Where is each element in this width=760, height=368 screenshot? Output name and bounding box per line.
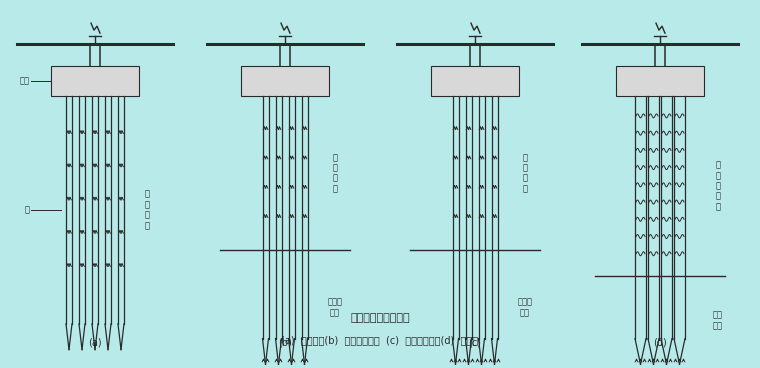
Text: (c): (c) [468,337,482,347]
Text: 承台: 承台 [20,77,30,85]
Text: 软
弱
土
层: 软 弱 土 层 [333,153,337,193]
Text: 软
弱
土
层: 软 弱 土 层 [523,153,527,193]
Text: (a): (a) [88,337,102,347]
Bar [616,66,704,96]
Bar [51,66,139,96]
Text: 软
弱
土
层: 软 弱 土 层 [144,190,150,230]
Text: (d): (d) [653,337,667,347]
Text: (b): (b) [278,337,292,347]
Text: (a)  摩擦桩；(b)  端承摩擦桩；  (c)  摩擦端承桩；(d)  端承桩: (a) 摩擦桩；(b) 端承摩擦桩； (c) 摩擦端承桩；(d) 端承桩 [281,335,479,346]
Text: 桩: 桩 [25,205,30,214]
Text: 坚硬
土层: 坚硬 土层 [713,311,723,330]
Text: 极
软
弱
土
层: 极 软 弱 土 层 [715,160,720,211]
Text: 摩擦型桩和端承型桩: 摩擦型桩和端承型桩 [350,313,410,323]
Text: 较坚硬
土层: 较坚硬 土层 [328,298,343,317]
Text: 较坚硬
土层: 较坚硬 土层 [518,298,533,317]
Bar [241,66,329,96]
Bar [431,66,519,96]
